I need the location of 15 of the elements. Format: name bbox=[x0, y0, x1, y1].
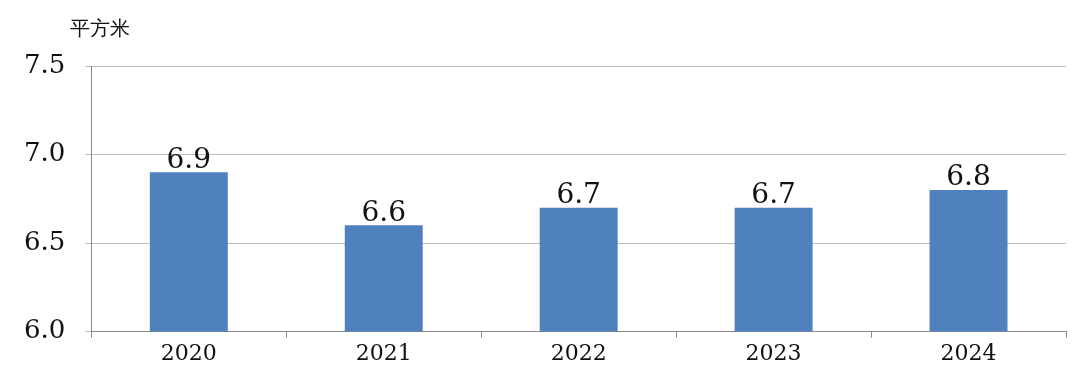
y-axis-title: 平方米 bbox=[70, 16, 130, 41]
y-tick-label: 6.0 bbox=[23, 314, 66, 345]
x-tick-label: 2024 bbox=[940, 339, 997, 365]
data-label: 6.6 bbox=[361, 194, 407, 228]
data-label: 6.9 bbox=[166, 141, 212, 175]
data-label: 6.7 bbox=[556, 176, 601, 210]
x-tick-label: 2021 bbox=[355, 339, 412, 365]
y-tick-label: 7.5 bbox=[23, 48, 66, 79]
x-tick-label: 2023 bbox=[745, 339, 802, 365]
x-tick-label: 2020 bbox=[160, 339, 217, 365]
y-tick-label: 7.0 bbox=[23, 137, 66, 168]
data-label: 6.7 bbox=[751, 176, 796, 210]
y-tick-label: 6.5 bbox=[23, 225, 66, 256]
data-label: 6.8 bbox=[946, 159, 991, 193]
x-tick-label: 2022 bbox=[550, 339, 607, 365]
